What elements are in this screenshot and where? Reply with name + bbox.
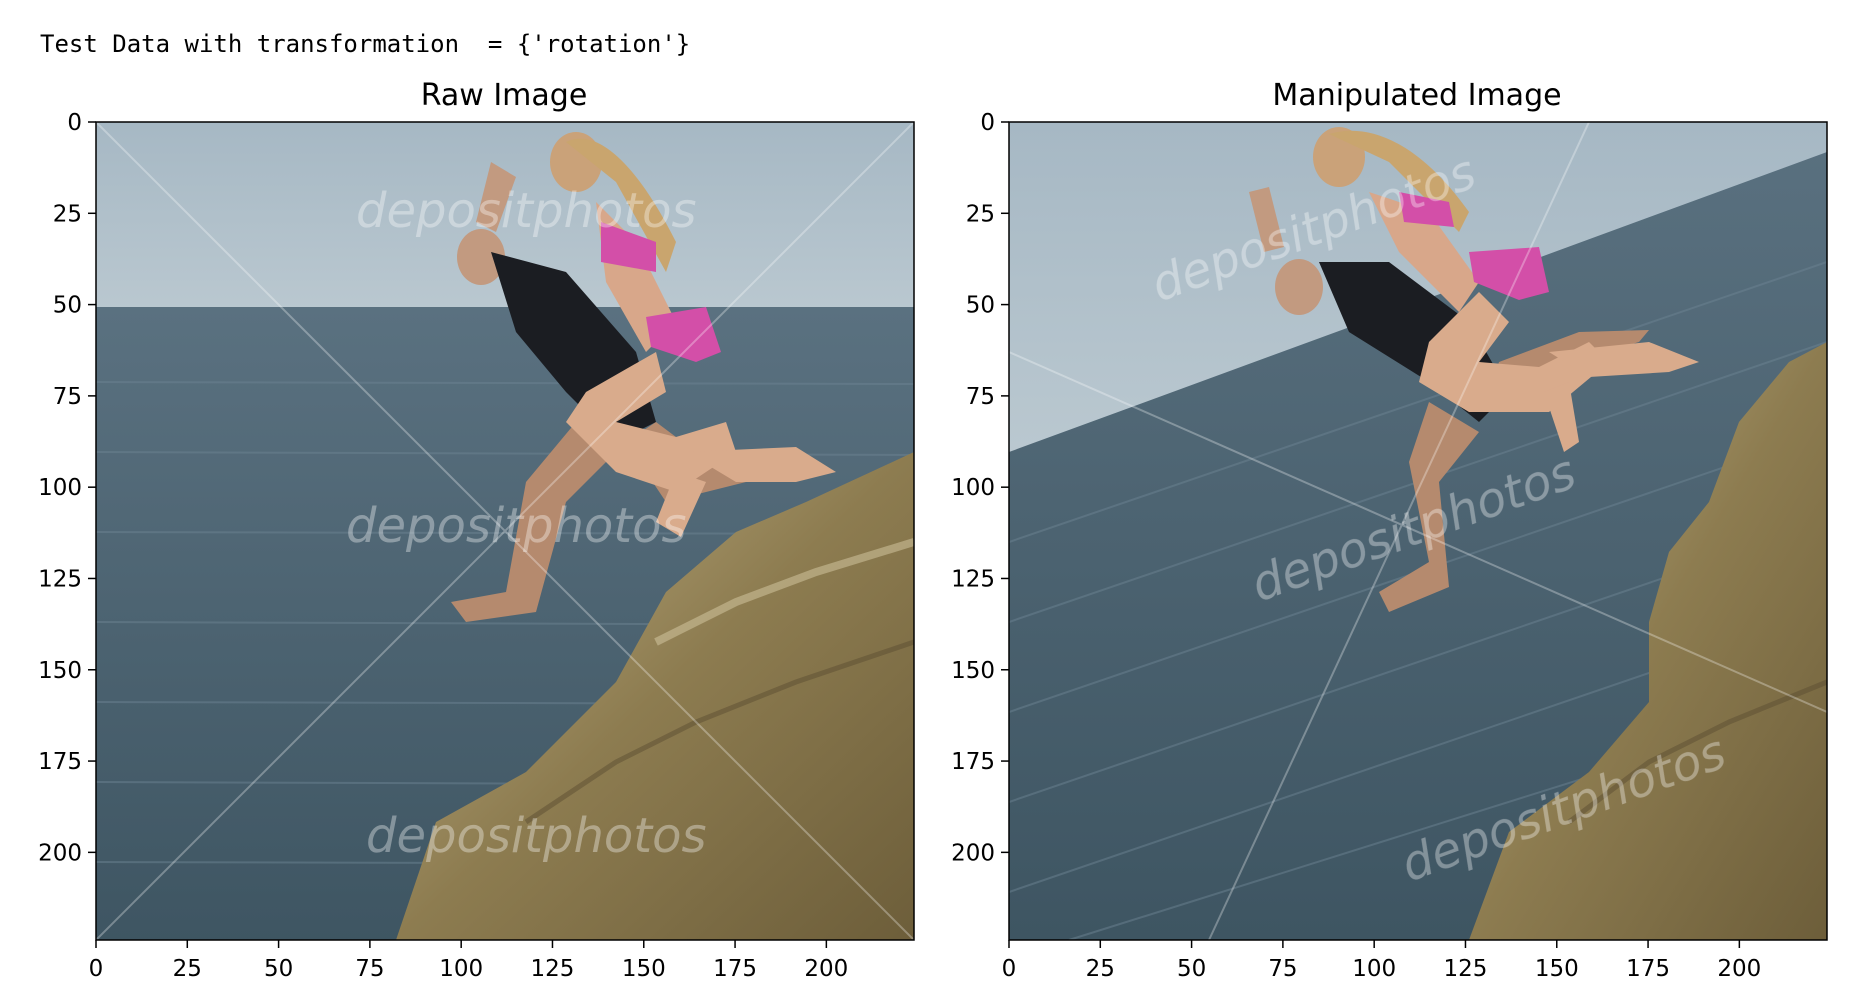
x-tick-label: 25: [1086, 956, 1115, 982]
y-tick-label: 0: [980, 110, 995, 136]
watermark: depositphotos: [346, 498, 686, 554]
x-tick-label: 175: [713, 956, 757, 982]
x-tick-label: 100: [1352, 956, 1396, 982]
x-tick-label: 200: [1717, 956, 1761, 982]
y-tick-label: 175: [951, 749, 995, 775]
x-tick-label: 25: [173, 956, 202, 982]
manipulated-image: depositphotos depositphotos depositphoto…: [1008, 121, 1828, 941]
panel-title: Manipulated Image: [1272, 78, 1561, 113]
x-tick-label: 75: [1268, 956, 1297, 982]
y-tick-label: 125: [38, 566, 82, 592]
x-tick-label: 200: [804, 956, 848, 982]
y-tick-label: 100: [38, 475, 82, 501]
y-tick-label: 50: [966, 293, 995, 319]
y-axis: 0 25 50 75 100 125 150 175 200: [951, 110, 1009, 866]
x-tick-label: 125: [531, 956, 575, 982]
y-tick-label: 150: [38, 658, 82, 684]
x-tick-label: 100: [439, 956, 483, 982]
y-tick-label: 175: [38, 749, 82, 775]
x-tick-label: 50: [264, 956, 293, 982]
x-tick-label: 0: [1002, 956, 1017, 982]
panel-title: Raw Image: [421, 78, 588, 113]
x-tick-label: 175: [1626, 956, 1670, 982]
y-tick-label: 75: [966, 384, 995, 410]
axes-frame: [95, 121, 915, 941]
x-tick-label: 75: [355, 956, 384, 982]
x-tick-label: 50: [1177, 956, 1206, 982]
y-tick-label: 150: [951, 658, 995, 684]
y-tick-label: 25: [966, 201, 995, 227]
y-tick-label: 75: [53, 384, 82, 410]
y-tick-label: 50: [53, 293, 82, 319]
x-tick-label: 150: [622, 956, 666, 982]
y-tick-label: 200: [38, 840, 82, 866]
manipulated-image-panel: Manipulated Image: [951, 78, 1828, 982]
axes-frame: [1008, 121, 1828, 941]
raw-image: depositphotos depositphotos depositphoto…: [95, 121, 915, 941]
y-tick-label: 25: [53, 201, 82, 227]
y-tick-label: 0: [67, 110, 82, 136]
y-tick-label: 125: [951, 566, 995, 592]
watermark: depositphotos: [366, 808, 706, 864]
x-axis: 0 25 50 75 100 125 150 175 200: [1002, 940, 1761, 982]
raw-image-panel: Raw Image: [38, 78, 915, 982]
x-axis: 0 25 50 75 100 125 150 175 200: [89, 940, 848, 982]
x-tick-label: 0: [89, 956, 104, 982]
cell-output-text: Test Data with transformation = {'rotati…: [40, 30, 691, 58]
y-tick-label: 200: [951, 840, 995, 866]
x-tick-label: 125: [1444, 956, 1488, 982]
watermark: depositphotos: [356, 183, 696, 239]
x-tick-label: 150: [1535, 956, 1579, 982]
y-axis: 0 25 50 75 100 125 150 175 200: [38, 110, 96, 866]
y-tick-label: 100: [951, 475, 995, 501]
